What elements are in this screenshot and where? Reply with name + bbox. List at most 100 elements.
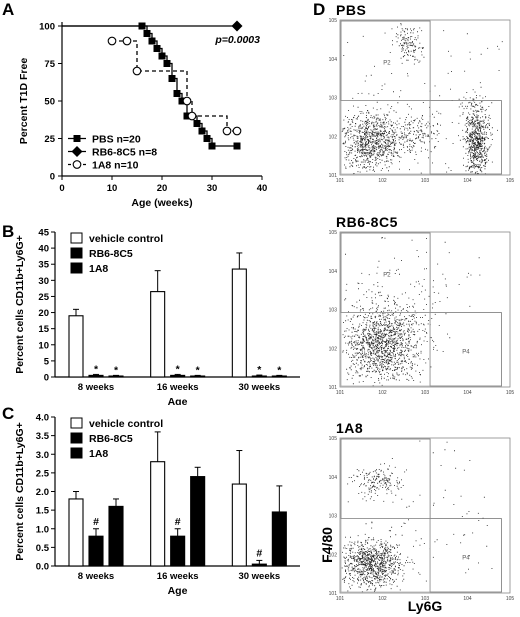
- legend-label: vehicle control: [89, 233, 163, 245]
- log-tick-y: 104: [329, 269, 338, 275]
- data-point: [143, 30, 151, 37]
- event-dots: [341, 23, 503, 175]
- x-tick-label: 10: [107, 183, 118, 194]
- bar: [150, 291, 166, 378]
- legend-marker: [72, 160, 82, 169]
- bar: [271, 511, 287, 567]
- legend-swatch: [70, 432, 83, 444]
- y-tick-label: 1.0: [36, 524, 49, 535]
- y-tick-label: 10: [38, 340, 49, 351]
- significance-marker: *: [176, 363, 181, 375]
- y-tick-label: 0: [44, 373, 49, 384]
- y-tick-label: 75: [44, 59, 55, 70]
- flow-plot-title: 1A8: [336, 420, 363, 436]
- data-point: [233, 142, 241, 150]
- gate-label-p2: P2: [383, 272, 391, 278]
- panel-letter-d: D: [313, 0, 326, 19]
- y-tick-label: 4.0: [36, 413, 49, 424]
- y-tick-label: 0: [50, 172, 55, 183]
- category-label: 30 weeks: [238, 382, 280, 393]
- log-tick-y: 103: [329, 514, 338, 520]
- log-tick-x: 102: [378, 390, 387, 396]
- gate-lower: [340, 100, 431, 175]
- log-tick-y: 105: [329, 230, 338, 236]
- data-point: [173, 90, 181, 97]
- data-point: [182, 96, 192, 106]
- log-tick-x: 105: [506, 178, 515, 184]
- data-point: [122, 36, 132, 46]
- log-tick-y: 104: [329, 57, 338, 63]
- flow-plot-title: PBS: [336, 2, 366, 18]
- bar: [170, 535, 186, 567]
- legend-label: RB6-8C5: [89, 433, 133, 445]
- legend-swatch: [70, 247, 83, 259]
- legend-label: 1A8 n=10: [92, 159, 139, 171]
- legend-marker: [73, 135, 81, 142]
- data-point: [198, 127, 206, 135]
- y-tick-label: 20: [38, 308, 49, 319]
- legend-label: vehicle control: [89, 418, 163, 430]
- log-tick-x: 101: [336, 390, 345, 396]
- significance-marker: *: [196, 364, 201, 376]
- log-tick-x: 103: [421, 390, 430, 396]
- y-tick-label: 50: [44, 97, 55, 108]
- bar: [170, 374, 186, 378]
- log-tick-y: 103: [329, 308, 338, 314]
- y-axis-label: Percent cells CD11b+Ly6G+: [14, 422, 26, 561]
- data-point: [163, 60, 171, 67]
- category-label: 8 weeks: [78, 382, 114, 393]
- gate-label-p4: P4: [462, 556, 470, 562]
- bar-chart-b: 0 5 10 15 20 25 30 35 40 45 Percent cells CD11b+Ly…: [14, 228, 300, 405]
- panel-letter-c: C: [2, 404, 15, 423]
- bar: [251, 563, 267, 567]
- data-point: [203, 135, 211, 142]
- log-tick-x: 103: [421, 178, 430, 184]
- bar: [190, 476, 206, 567]
- bar: [88, 374, 104, 378]
- y-axis-label: Percent cells CD11b+Ly6G+: [14, 235, 26, 374]
- log-tick-x: 105: [506, 390, 515, 396]
- legend-swatch: [70, 447, 83, 459]
- data-point: [168, 75, 176, 82]
- y-tick-label: 15: [38, 324, 49, 335]
- log-tick-y: 105: [329, 436, 338, 442]
- data-point: [231, 20, 243, 32]
- log-tick-y: 102: [329, 346, 338, 352]
- significance-marker: #: [256, 547, 262, 559]
- flow-cytometry-panel: PBSP2101101102102103103104104105105RB6-8…: [319, 2, 515, 614]
- x-tick-label: 0: [59, 183, 64, 194]
- y-tick-label: 30: [38, 276, 49, 287]
- legend-label: RB6-8C5: [89, 248, 133, 260]
- gate-label-p4: P4: [462, 350, 470, 356]
- y-tick-label: 2.5: [36, 468, 50, 479]
- legend-swatch: [70, 417, 83, 429]
- log-tick-y: 101: [329, 591, 338, 597]
- x-tick-label: 40: [257, 183, 268, 194]
- log-tick-y: 102: [329, 134, 338, 140]
- significance-marker: *: [94, 363, 99, 375]
- p-value-annotation: p=0.0003: [214, 34, 260, 46]
- y-tick-label: 25: [38, 292, 49, 303]
- category-label: 16 weeks: [157, 382, 199, 393]
- legend-label: 1A8: [89, 448, 108, 460]
- flow-plot-title: RB6-8C5: [336, 214, 398, 230]
- x-axis-label: Age: [168, 396, 188, 405]
- y-tick-label: 3.0: [36, 450, 49, 461]
- data-point: [107, 36, 117, 46]
- x-tick-label: 30: [207, 183, 218, 194]
- y-tick-label: 0.0: [36, 562, 49, 573]
- legend-label: PBS n=20: [92, 133, 141, 145]
- log-tick-x: 104: [463, 178, 472, 184]
- survival-chart: 0 25 50 75 100 0 10 20 30 40 Age (weeks) Percent T1…: [18, 20, 268, 209]
- category-label: 16 weeks: [157, 571, 199, 582]
- y-tick-label: 5: [44, 356, 50, 367]
- category-label: 30 weeks: [238, 571, 280, 582]
- legend-marker: [71, 146, 83, 157]
- log-tick-x: 104: [463, 596, 472, 602]
- legend-label: RB6-8C5 n=8: [92, 146, 157, 158]
- gate-label-p2: P2: [383, 60, 391, 66]
- log-tick-y: 101: [329, 173, 338, 179]
- panel-letter-a: A: [2, 0, 15, 19]
